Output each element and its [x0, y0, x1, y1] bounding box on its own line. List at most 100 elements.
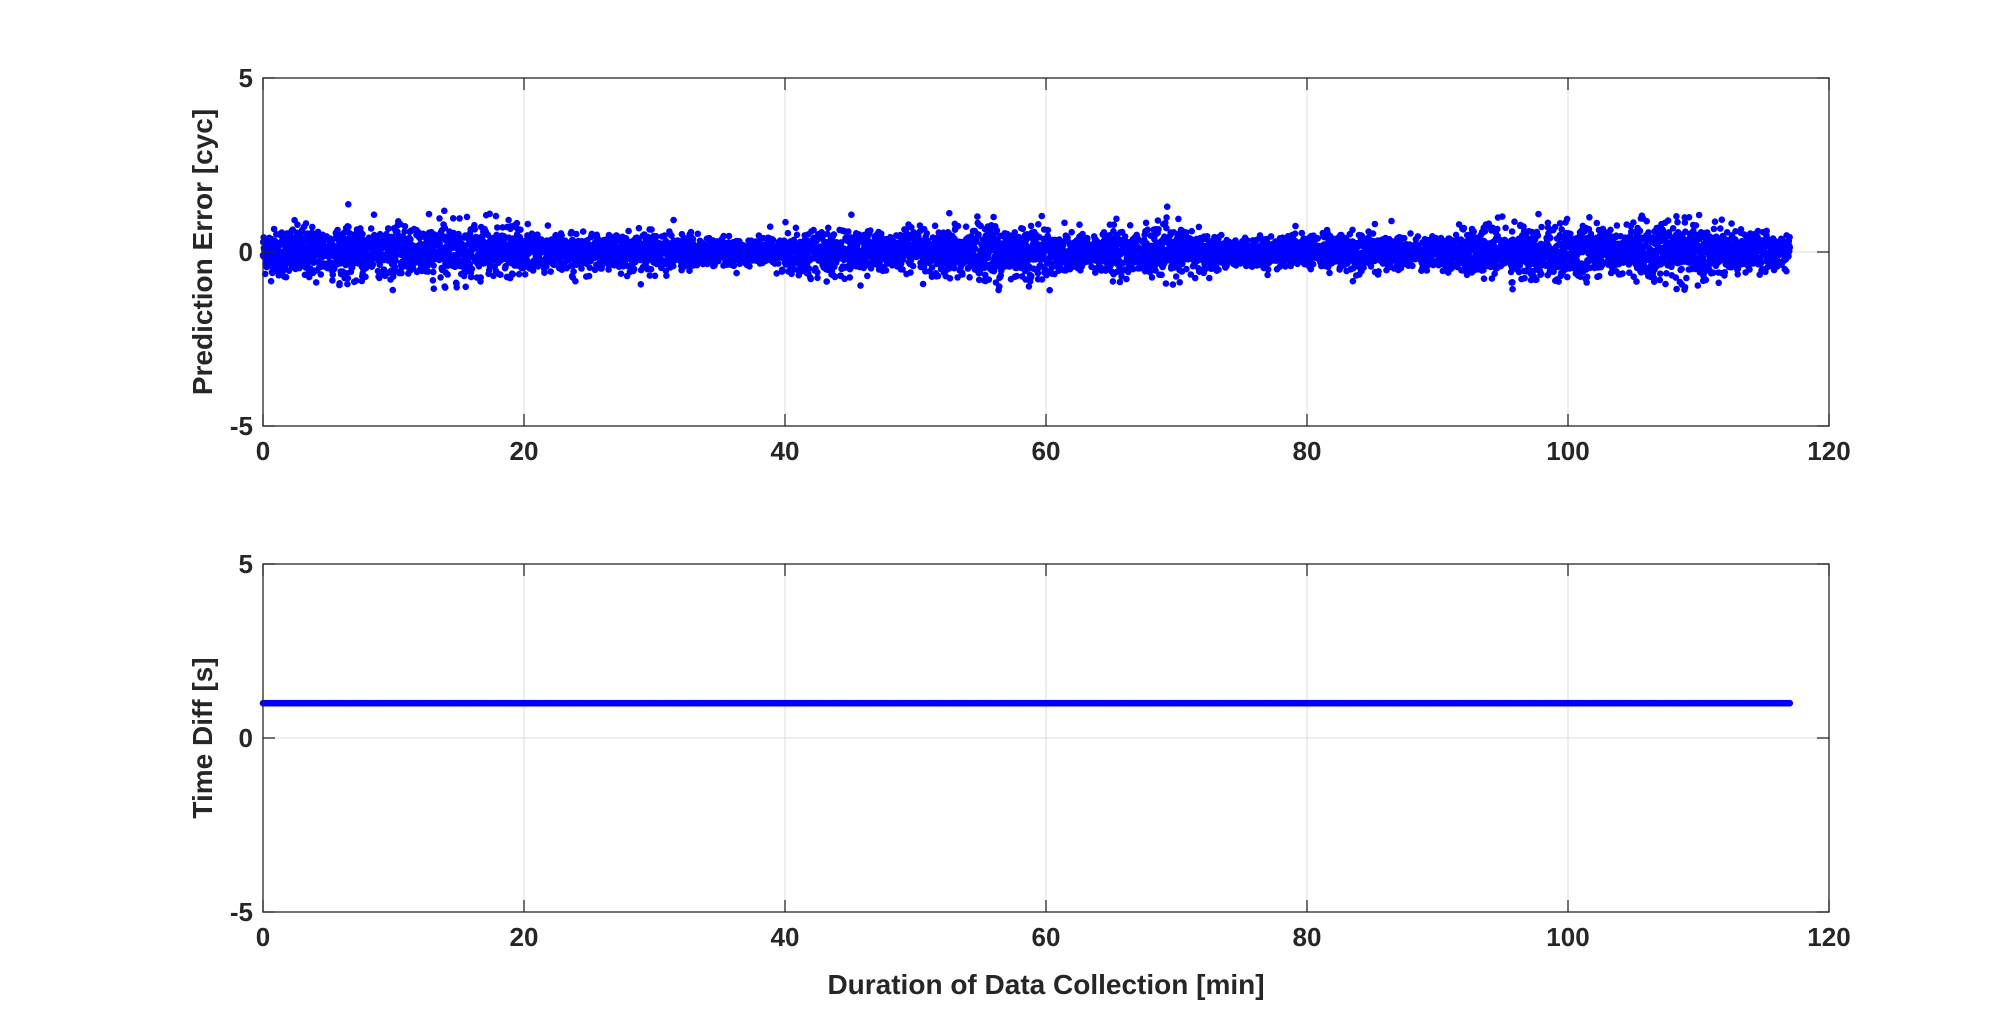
- data-point: [1109, 278, 1117, 285]
- data-point: [1076, 221, 1083, 228]
- data-point: [661, 232, 668, 239]
- data-point: [662, 267, 670, 275]
- data-point: [1113, 215, 1120, 223]
- data-point: [362, 273, 369, 281]
- data-point: [1154, 217, 1162, 224]
- data-point: [1218, 231, 1225, 239]
- data-point: [1176, 279, 1183, 286]
- data-point: [463, 213, 471, 221]
- data-point: [334, 226, 341, 234]
- data-point: [462, 283, 470, 291]
- data-point: [309, 223, 316, 231]
- data-point: [467, 273, 475, 281]
- data-point: [276, 262, 283, 270]
- data-point: [1163, 203, 1171, 210]
- data-point: [792, 224, 800, 232]
- data-point: [784, 229, 792, 237]
- data-point: [670, 262, 677, 270]
- data-point: [477, 274, 485, 281]
- data-point: [985, 254, 992, 261]
- data-point: [369, 261, 377, 268]
- data-point: [1215, 266, 1222, 274]
- data-point: [1035, 221, 1042, 228]
- data-point: [1116, 278, 1124, 286]
- data-point: [668, 232, 675, 239]
- data-point: [340, 229, 348, 237]
- data-point: [437, 274, 444, 281]
- data-point: [398, 269, 405, 277]
- data-point: [1169, 281, 1177, 288]
- data-point: [990, 213, 997, 221]
- data-point: [846, 274, 854, 281]
- data-point: [444, 271, 451, 278]
- data-point: [1027, 222, 1035, 230]
- data-point: [993, 227, 1001, 234]
- data-point: [1068, 228, 1075, 236]
- data-point: [544, 222, 552, 229]
- data-point: [345, 223, 352, 231]
- data-point: [521, 271, 529, 278]
- data-point: [648, 226, 655, 233]
- data-point: [1028, 272, 1035, 280]
- data-point: [919, 280, 927, 288]
- data-point: [1084, 235, 1091, 242]
- data-point: [1158, 271, 1165, 279]
- data-point: [547, 268, 554, 275]
- data-point: [651, 272, 659, 280]
- data-point: [260, 234, 268, 241]
- data-point: [1175, 215, 1182, 223]
- data-point: [515, 270, 523, 278]
- data-point: [950, 264, 958, 272]
- data-point: [468, 265, 476, 273]
- data-point: [1182, 229, 1190, 236]
- data-point: [923, 230, 931, 237]
- data-point: [985, 276, 993, 283]
- data-point: [486, 210, 494, 218]
- data-point: [1183, 265, 1190, 273]
- data-point: [1188, 227, 1195, 235]
- data-point: [392, 257, 399, 264]
- data-point: [857, 282, 864, 289]
- data-point: [867, 227, 874, 234]
- data-point: [733, 269, 740, 277]
- data-point: [1110, 221, 1118, 228]
- data-point: [336, 280, 343, 287]
- data-point: [270, 225, 278, 233]
- data-point: [824, 224, 832, 232]
- data-point: [429, 277, 437, 284]
- data-point: [578, 265, 585, 272]
- data-point: [471, 226, 479, 233]
- data-point: [460, 272, 468, 280]
- data-point: [617, 270, 625, 278]
- data-point: [453, 284, 461, 291]
- data-point: [766, 223, 774, 230]
- data-point: [1123, 275, 1130, 283]
- data-point: [517, 226, 524, 233]
- data-point: [946, 275, 954, 282]
- data-point: [424, 268, 432, 275]
- data-point: [344, 274, 352, 282]
- data-point: [345, 201, 352, 208]
- data-point: [1046, 286, 1053, 294]
- data-point: [484, 231, 492, 239]
- data-point: [647, 265, 655, 273]
- data-point: [1191, 274, 1199, 282]
- data-point: [663, 272, 670, 280]
- data-point: [425, 210, 433, 218]
- data-point: [646, 272, 654, 279]
- data-point: [429, 268, 437, 276]
- data-point: [730, 262, 738, 270]
- data-point: [725, 232, 733, 240]
- data-point: [1267, 233, 1275, 240]
- data-point: [1061, 219, 1068, 227]
- data-point: [492, 212, 500, 220]
- data-point: [579, 228, 587, 235]
- data-point: [380, 266, 388, 273]
- data-point: [407, 236, 414, 243]
- data-point: [302, 220, 310, 227]
- data-point: [456, 215, 463, 222]
- data-point: [329, 271, 337, 279]
- data-point: [389, 273, 397, 280]
- data-point: [352, 277, 360, 284]
